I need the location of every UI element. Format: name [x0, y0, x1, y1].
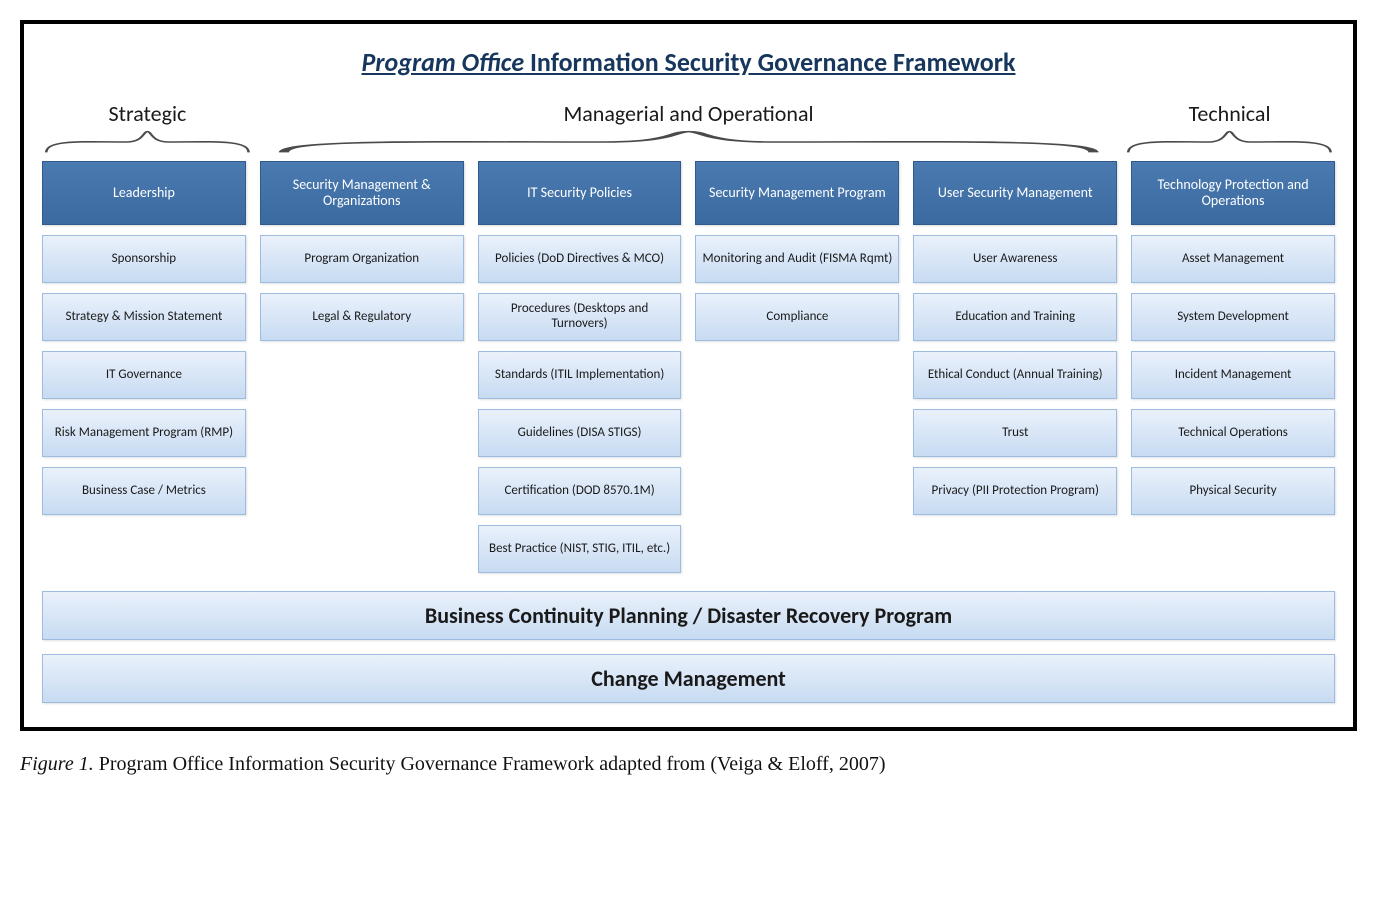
- title-prefix: Program Office: [362, 46, 525, 78]
- brace-icon: [267, 129, 1110, 155]
- column: IT Security Policies Policies (DoD Direct…: [478, 161, 682, 573]
- column: Leadership Sponsorship Strategy & Mission …: [42, 161, 246, 515]
- section-head: Technical: [1124, 100, 1335, 155]
- section-label: Strategic: [109, 100, 187, 127]
- column-header: Security Management & Organizations: [260, 161, 464, 225]
- section-label: Managerial and Operational: [563, 100, 813, 127]
- section-head: Managerial and Operational: [267, 100, 1110, 155]
- column-item: Strategy & Mission Statement: [42, 293, 246, 341]
- column: Security Management & Organizations Progr…: [260, 161, 464, 341]
- column-item: Incident Management: [1131, 351, 1335, 399]
- figure-caption: Figure 1. Program Office Information Sec…: [20, 753, 1357, 776]
- column-item: Legal & Regulatory: [260, 293, 464, 341]
- caption-fig-label: Figure 1.: [20, 753, 94, 775]
- column-item: Technical Operations: [1131, 409, 1335, 457]
- column-item: User Awareness: [913, 235, 1117, 283]
- columns-row: Leadership Sponsorship Strategy & Mission …: [42, 161, 1335, 573]
- column: Security Management Program Monitoring an…: [695, 161, 899, 341]
- column-item: Best Practice (NIST, STIG, ITIL, etc.): [478, 525, 682, 573]
- diagram-frame: Program Office Information Security Gove…: [20, 20, 1357, 731]
- title-rest: Information Security Governance Framewor…: [524, 46, 1015, 78]
- wide-bar: Change Management: [42, 654, 1335, 703]
- column-header: Technology Protection and Operations: [1131, 161, 1335, 225]
- column-item: Compliance: [695, 293, 899, 341]
- column-item: Guidelines (DISA STIGS): [478, 409, 682, 457]
- column-header: IT Security Policies: [478, 161, 682, 225]
- column-item: Business Case / Metrics: [42, 467, 246, 515]
- column-item: IT Governance: [42, 351, 246, 399]
- column-item: Trust: [913, 409, 1117, 457]
- column-item: Standards (ITIL Implementation): [478, 351, 682, 399]
- wide-bars: Business Continuity Planning / Disaster …: [42, 591, 1335, 703]
- brace-icon: [42, 129, 253, 155]
- column-item: Sponsorship: [42, 235, 246, 283]
- column-item: Privacy (PII Protection Program): [913, 467, 1117, 515]
- wide-bar: Business Continuity Planning / Disaster …: [42, 591, 1335, 640]
- column-item: Monitoring and Audit (FISMA Rqmt): [695, 235, 899, 283]
- column-item: Procedures (Desktops and Turnovers): [478, 293, 682, 341]
- column-header: Leadership: [42, 161, 246, 225]
- column: User Security Management User Awareness Ed…: [913, 161, 1117, 515]
- column-item: Ethical Conduct (Annual Training): [913, 351, 1117, 399]
- section-label: Technical: [1189, 100, 1271, 127]
- section-headers-row: Strategic Managerial and Operational Techn…: [42, 100, 1335, 155]
- column-item: Physical Security: [1131, 467, 1335, 515]
- column-item: Risk Management Program (RMP): [42, 409, 246, 457]
- column-item: System Development: [1131, 293, 1335, 341]
- diagram-title: Program Office Information Security Gove…: [42, 46, 1335, 78]
- column-item: Policies (DoD Directives & MCO): [478, 235, 682, 283]
- column-item: Education and Training: [913, 293, 1117, 341]
- section-head: Strategic: [42, 100, 253, 155]
- column-item: Asset Management: [1131, 235, 1335, 283]
- column-header: User Security Management: [913, 161, 1117, 225]
- column-item: Program Organization: [260, 235, 464, 283]
- brace-icon: [1124, 129, 1335, 155]
- column-item: Certification (DOD 8570.1M): [478, 467, 682, 515]
- column-header: Security Management Program: [695, 161, 899, 225]
- column: Technology Protection and Operations Asse…: [1131, 161, 1335, 515]
- caption-text: Program Office Information Security Gove…: [94, 753, 886, 775]
